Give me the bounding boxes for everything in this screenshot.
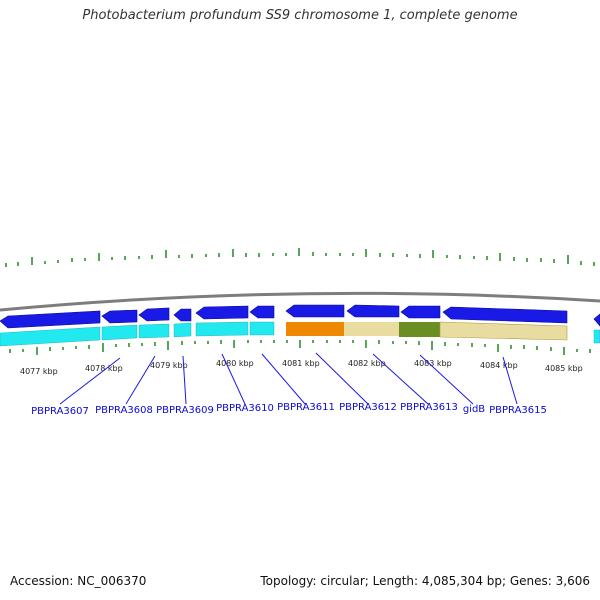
- feature-olive: [399, 322, 440, 337]
- scale-label: 4081 kbp: [282, 359, 320, 368]
- accession-label: Accession: NC_006370: [10, 574, 147, 588]
- cds-ring: [0, 321, 600, 347]
- scale-label: 4078 kbp: [85, 364, 123, 373]
- gene-arrow: [442, 306, 568, 324]
- gene-label-pbpra3611: PBPRA3611: [277, 402, 335, 413]
- gene-arrow: [285, 304, 345, 318]
- scale-label: 4079 kbp: [150, 361, 188, 370]
- scale-label: 4080 kbp: [216, 359, 254, 368]
- scale-label: 4083 kbp: [414, 359, 452, 368]
- gene-label-pbpra3612: PBPRA3612: [339, 402, 397, 413]
- feature-tan: [439, 321, 568, 341]
- feature-tan: [344, 322, 399, 336]
- gene-label-gidb: gidB: [463, 404, 485, 415]
- gene-label-pbpra3607: PBPRA3607: [31, 406, 89, 417]
- gene-arrow: [249, 305, 275, 319]
- gene-arrow: [195, 305, 249, 320]
- scale-labels: 4077 kbp 4078 kbp 4079 kbp 4080 kbp 4081…: [20, 359, 583, 376]
- feature-band: [286, 321, 568, 341]
- gene-arrow: [400, 305, 441, 319]
- gene-arrows: [0, 304, 600, 329]
- scale-label: 4077 kbp: [20, 367, 58, 376]
- gene-label-pbpra3613: PBPRA3613: [400, 402, 458, 413]
- gene-label-pbpra3610: PBPRA3610: [216, 403, 274, 414]
- gene-arrow: [593, 313, 600, 327]
- lower-ticks: [9, 340, 591, 355]
- gene-arrow: [173, 308, 192, 322]
- gene-arrow: [346, 304, 400, 318]
- gene-labels: PBPRA3607 PBPRA3608 PBPRA3609 PBPRA3610 …: [31, 402, 547, 417]
- gene-arrow: [0, 310, 101, 329]
- map-title: Photobacterium profundum SS9 chromosome …: [82, 8, 518, 23]
- genome-backbone: [0, 291, 600, 312]
- gene-label-pbpra3609: PBPRA3609: [156, 405, 214, 416]
- gene-arrow: [101, 309, 138, 324]
- gene-label-pbpra3608: PBPRA3608: [95, 405, 153, 416]
- scale-label: 4082 kbp: [348, 359, 386, 368]
- genome-summary: Topology: circular; Length: 4,085,304 bp…: [260, 574, 590, 588]
- scale-label: 4084 kbp: [480, 361, 518, 370]
- leader-lines: [59, 352, 518, 405]
- feature-orange: [286, 322, 344, 336]
- gene-arrow: [138, 307, 170, 322]
- upper-ticks: [5, 248, 595, 267]
- gene-label-pbpra3615: PBPRA3615: [489, 405, 547, 416]
- scale-label: 4085 kbp: [545, 364, 583, 373]
